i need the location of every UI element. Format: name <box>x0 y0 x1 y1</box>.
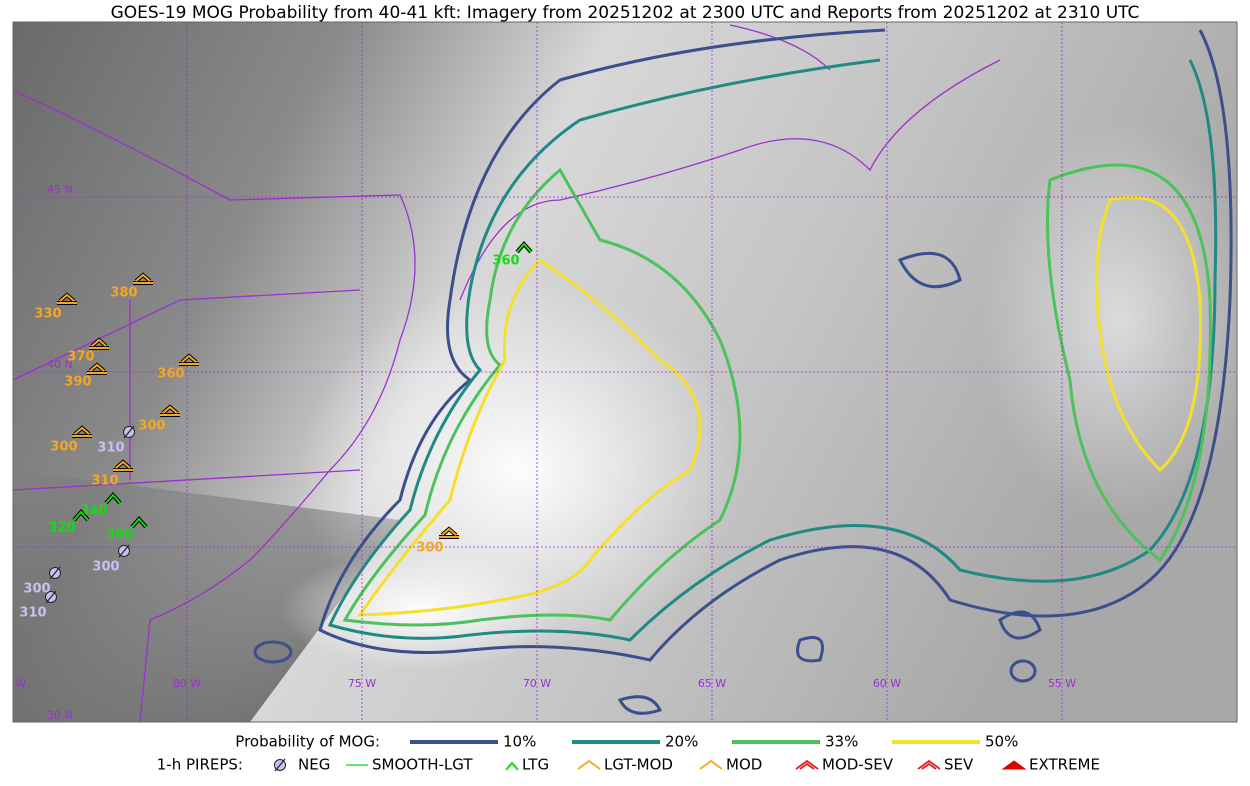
legend-icon <box>795 759 819 770</box>
lon-label: 80 W <box>173 677 201 690</box>
pirep-altitude: 300 <box>92 560 119 575</box>
map: 45 N 40 N 30 N 85 W 80 W 75 W 70 W 65 W 60 W 55 W… <box>0 22 1237 722</box>
pirep-altitude: 340 <box>80 504 107 519</box>
legend-label: LTG <box>522 756 549 774</box>
legend-label: 33% <box>825 733 858 751</box>
lon-label: 60 W <box>873 677 901 690</box>
legend-label: 50% <box>985 733 1018 751</box>
pirep-icon <box>87 363 107 374</box>
pirep-altitude: 320 <box>48 521 75 536</box>
pirep-altitude: 300 <box>138 419 165 434</box>
pirep-altitude: 300 <box>416 541 443 556</box>
pirep-icon <box>72 426 92 437</box>
pirep-altitude: 310 <box>97 441 124 456</box>
legend-label: NEG <box>298 756 330 774</box>
lat-label: 45 N <box>47 183 73 196</box>
legend-label: EXTREME <box>1029 756 1100 774</box>
legend-label: SMOOTH-LGT <box>372 756 473 774</box>
pirep-altitude: 300 <box>106 528 133 543</box>
pirep-icon <box>160 405 180 416</box>
pirep-icon <box>89 338 109 349</box>
lon-label: 65 W <box>698 677 726 690</box>
legend-icon <box>917 759 941 770</box>
pirep-icon <box>439 527 459 538</box>
contours <box>253 28 1233 715</box>
legend-label: SEV <box>944 756 974 774</box>
pirep-altitude: 370 <box>67 350 94 365</box>
lon-label: 55 W <box>1048 677 1076 690</box>
pirep-icon <box>105 493 121 504</box>
pirep-icon <box>118 544 130 558</box>
pirep-altitude: 360 <box>157 367 184 382</box>
legend-title: 1-h PIREPS: <box>157 756 243 774</box>
pirep-altitude: 360 <box>492 254 519 269</box>
legend-icon <box>577 759 601 770</box>
pirep-icon <box>516 242 532 253</box>
legend-label: 20% <box>665 733 698 751</box>
legend-label: MOD <box>726 756 762 774</box>
pirep-icon <box>131 517 147 528</box>
pirep-icon <box>45 590 57 604</box>
legend-icon <box>1001 760 1027 770</box>
pirep-icon <box>73 510 89 521</box>
legend-icon <box>274 758 286 772</box>
graticule <box>13 22 1237 722</box>
pirep-altitude: 390 <box>64 375 91 390</box>
pirep-icon <box>179 354 199 365</box>
dry-slot <box>13 470 400 722</box>
pirep-altitude: 300 <box>50 440 77 455</box>
legend-icon <box>699 759 723 770</box>
lat-label: 40 N <box>47 358 73 371</box>
pirep-icon <box>133 273 153 284</box>
legend-label: LGT-MOD <box>604 756 673 774</box>
map-frame <box>12 21 1238 723</box>
coastline <box>13 24 1001 722</box>
title: GOES-19 MOG Probability from 40-41 kft: … <box>111 3 1140 23</box>
pirep-icon <box>49 566 61 580</box>
lon-label: 85 W <box>0 677 26 690</box>
lat-label: 30 N <box>47 709 73 722</box>
legend-title: Probability of MOG: <box>235 733 380 751</box>
pirep-altitude: 300 <box>23 582 50 597</box>
legend-label: 10% <box>503 733 536 751</box>
pirep-icon <box>123 425 135 439</box>
pirep-altitude: 310 <box>91 474 118 489</box>
pirep-icon <box>113 460 133 471</box>
legend-label: MOD-SEV <box>822 756 894 774</box>
pirep-icon <box>57 293 77 304</box>
legend-icon <box>505 761 519 771</box>
pirep-altitude: 330 <box>34 307 61 322</box>
lon-label: 70 W <box>523 677 551 690</box>
lon-label: 75 W <box>348 677 376 690</box>
cloud <box>980 120 1237 520</box>
pirep-altitude: 310 <box>19 606 46 621</box>
pirep-altitude: 380 <box>110 286 137 301</box>
